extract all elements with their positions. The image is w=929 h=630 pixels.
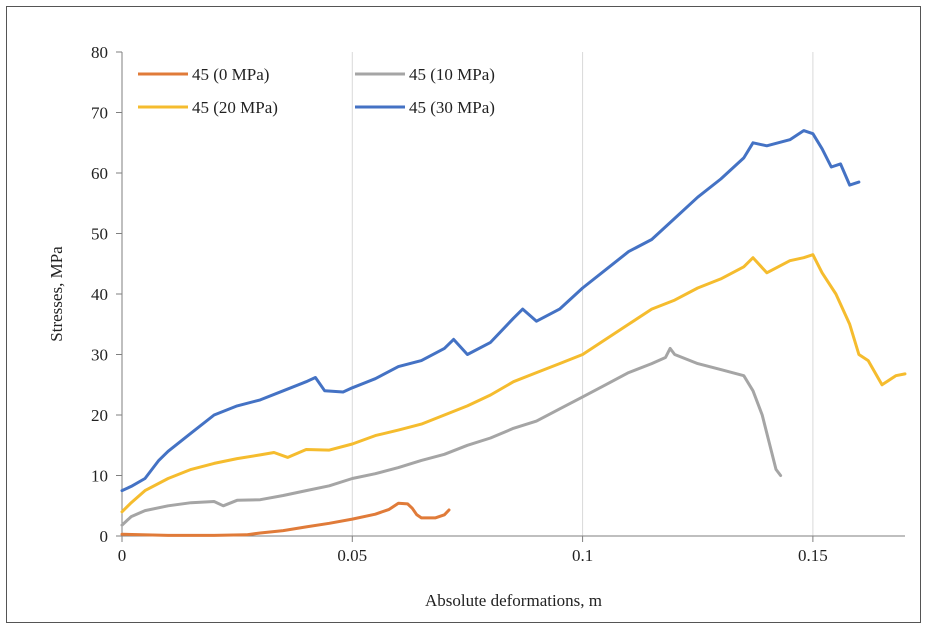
series-line (122, 255, 905, 512)
series-line (122, 348, 781, 525)
axes: 0 10 20 30 40 50 60 70 80 0 0.05 0.1 0.15 (91, 43, 905, 565)
x-axis-label: Absolute deformations, m (425, 591, 602, 610)
grid-lines (352, 52, 813, 536)
legend: 45 (0 MPa) 45 (10 MPa) 45 (20 MPa) 45 (30 M… (138, 65, 495, 117)
x-tick-label: 0.1 (572, 546, 593, 565)
x-tick-label: 0 (118, 546, 127, 565)
series-group (122, 131, 905, 536)
y-tick-label: 20 (91, 406, 108, 425)
x-tick-label: 0.15 (798, 546, 828, 565)
legend-label: 45 (30 MPa) (409, 98, 495, 117)
y-tick-label: 60 (91, 164, 108, 183)
legend-label: 45 (0 MPa) (192, 65, 269, 84)
y-tick-label: 10 (91, 467, 108, 486)
legend-label: 45 (20 MPa) (192, 98, 278, 117)
y-tick-label: 40 (91, 285, 108, 304)
y-tick-label: 50 (91, 225, 108, 244)
y-tick-label: 0 (100, 527, 109, 546)
y-axis-label: Stresses, MPa (47, 246, 66, 342)
y-tick-label: 30 (91, 346, 108, 365)
y-tick-label: 80 (91, 43, 108, 62)
y-tick-label: 70 (91, 104, 108, 123)
series-line (122, 503, 449, 535)
legend-label: 45 (10 MPa) (409, 65, 495, 84)
x-tick-label: 0.05 (337, 546, 367, 565)
